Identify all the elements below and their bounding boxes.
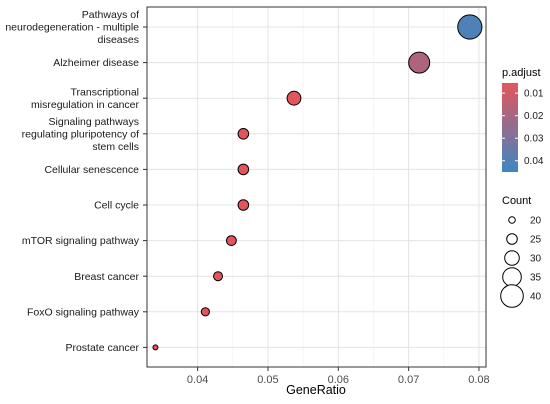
y-tick-label: misregulation in cancer: [31, 99, 139, 111]
colorbar-label: 0.04: [524, 156, 544, 167]
y-tick-label: Pathways of: [82, 9, 139, 21]
size-legend: Count 20 25 30 35 40: [500, 195, 542, 308]
data-point: [408, 51, 431, 74]
data-point: [457, 14, 483, 40]
colorbar-label: 0.02: [524, 111, 544, 122]
data-point: [200, 307, 210, 317]
size-legend-circle: [500, 284, 524, 308]
y-tick-label: stem cells: [92, 141, 139, 153]
x-tick-label: 0.08: [468, 374, 489, 386]
y-tick-label: diseases: [98, 34, 139, 46]
y-tick-label: Cell cycle: [94, 200, 139, 212]
size-legend-circle: [504, 250, 520, 266]
data-point: [237, 199, 250, 211]
size-legend-circle: [506, 233, 518, 245]
data-points: [152, 14, 483, 351]
size-legend-label: 25: [530, 235, 542, 246]
data-point: [286, 90, 302, 106]
size-legend-circle: [502, 267, 522, 287]
colorbar-label: 0.01: [524, 89, 544, 100]
size-legend-label: 35: [530, 273, 542, 284]
y-tick-label: mTOR signaling pathway: [22, 235, 140, 247]
data-point: [237, 163, 250, 176]
colorbar-label: 0.03: [524, 134, 544, 145]
size-legend-title: Count: [502, 195, 531, 207]
y-tick-label: Breast cancer: [74, 271, 139, 283]
y-tick-label: Cellular senescence: [44, 164, 139, 176]
x-tick-labels: 0.04 0.05 0.06 0.07 0.08: [187, 367, 490, 386]
color-legend: p.adjust 0.01 0.02 0.03 0.04: [502, 67, 544, 172]
size-legend-circle: [508, 216, 516, 224]
y-tick-label: Alzheimer disease: [53, 57, 139, 69]
y-tick-label: regulating pluripotency of: [22, 128, 139, 140]
plot-panel: [147, 7, 486, 367]
y-tick-label: Prostate cancer: [65, 342, 139, 354]
color-legend-title: p.adjust: [502, 67, 541, 79]
color-legend-bar: [502, 83, 518, 172]
x-tick-label: 0.04: [187, 374, 208, 386]
x-axis-title: GeneRatio: [286, 383, 346, 397]
x-tick-label: 0.06: [328, 374, 349, 386]
size-legend-label: 20: [530, 216, 542, 227]
y-tick-label: Signaling pathways: [49, 116, 139, 128]
size-legend-label: 30: [530, 254, 542, 265]
data-point: [152, 344, 159, 351]
x-tick-label: 0.07: [398, 374, 419, 386]
plot-border: [146, 6, 487, 368]
y-tick-label: FoxO signaling pathway: [27, 306, 140, 318]
data-point: [237, 128, 250, 140]
y-tick-label: Transcriptional: [71, 87, 139, 99]
data-point: [225, 235, 237, 247]
size-legend-label: 40: [530, 292, 542, 303]
x-tick-label: 0.05: [257, 374, 278, 386]
data-point: [213, 271, 224, 282]
y-tick-label: neurodegeneration - multiple: [5, 22, 139, 34]
